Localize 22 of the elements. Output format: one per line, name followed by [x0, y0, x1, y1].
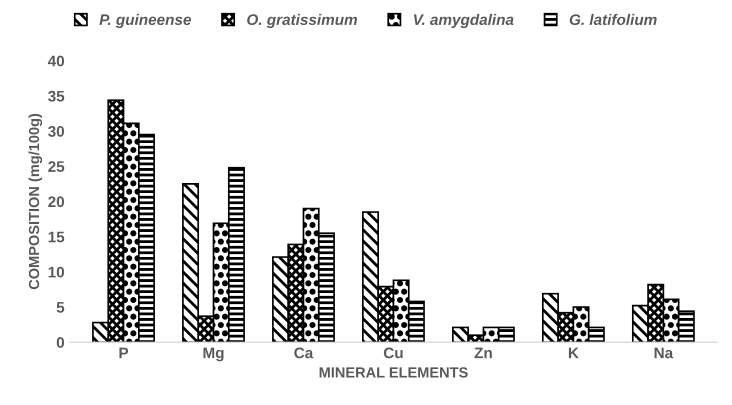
x-tick-label: Zn	[474, 348, 492, 358]
y-tick-label: 0	[56, 337, 64, 348]
legend-label: G. latifolium	[570, 14, 657, 26]
y-tick-label: 25	[48, 161, 64, 172]
y-tick-label: 35	[48, 90, 64, 102]
legend-label: O. gratissimum	[247, 14, 358, 28]
y-tick-label: 10	[48, 266, 64, 278]
x-tick-label: Cu	[384, 347, 403, 358]
x-tick-label: Ca	[294, 347, 314, 358]
legend-label: V. amygdalina	[414, 14, 514, 28]
legend-label: P. guineense	[99, 14, 192, 28]
y-tick-label: 40	[48, 56, 64, 66]
x-tick-label: K	[568, 348, 579, 358]
y-tick-label: 20	[48, 196, 64, 208]
x-tick-label: Na	[654, 348, 674, 358]
y-tick-label: 5	[56, 302, 64, 313]
y-tick-label: 15	[48, 232, 64, 242]
x-tick-label: Mg	[203, 348, 224, 362]
y-axis-title: COMPOSITION (mg/100g)	[28, 114, 42, 290]
x-axis-title: MINERAL ELEMENTS	[320, 367, 468, 378]
y-tick-label: 30	[48, 126, 64, 137]
x-tick-label: P	[119, 348, 128, 358]
